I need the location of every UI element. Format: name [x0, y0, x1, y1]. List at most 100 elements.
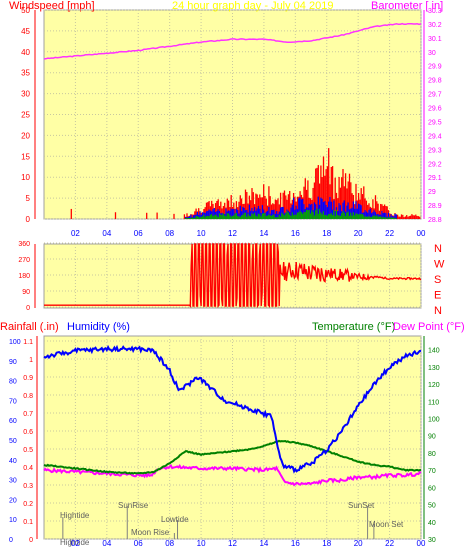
wind-grid — [44, 9, 422, 220]
barometer-tick-label: 29.2 — [428, 161, 442, 168]
temp-axes: 0 0.1 0.2 0.3 0.4 0.5 0.6 0.7 0.8 0.9 1 1.1 0 10 20 30 4… — [9, 336, 440, 548]
temp-tick-label: 120 — [428, 382, 440, 389]
rain-tick-label: 0.6 — [23, 429, 33, 436]
wind-tick-label: 20 — [21, 131, 30, 140]
hightide-label: Hightide — [60, 511, 90, 520]
temp-tick-label: 130 — [428, 365, 440, 372]
wind-x-tick-label: 14 — [259, 229, 268, 238]
temp-x-tick-label: 14 — [259, 539, 268, 548]
humidity-tick-label: 0 — [9, 537, 13, 544]
temp-tick-label: 60 — [428, 485, 436, 492]
barometer-tick-label: 28.8 — [428, 217, 442, 224]
humidity-tick-label: 20 — [9, 497, 17, 504]
wind-tick-label: 0 — [26, 215, 31, 224]
wind-tick-label: 30 — [21, 90, 30, 99]
temp-x-tick-label: 12 — [228, 539, 237, 548]
wind-x-tick-label: 16 — [291, 229, 300, 238]
wind-x-tick-label: 00 — [417, 229, 426, 238]
temp-x-tick-label: 10 — [197, 539, 206, 548]
temp-x-tick-label: 16 — [291, 539, 300, 548]
wind-x-tick-label: 08 — [165, 229, 174, 238]
moonset-label: Moon Set — [369, 520, 404, 529]
temp-x-tick-label: 06 — [134, 539, 143, 548]
temp-x-tick-label: 08 — [165, 539, 174, 548]
barometer-line — [43, 22, 422, 60]
temperature-axis-title: Temperature (°F) — [312, 321, 395, 333]
wind-x-tick-label: 06 — [134, 229, 143, 238]
barometer-tick-label: 29.5 — [428, 119, 442, 126]
dir-tick-label: 360 — [18, 241, 30, 248]
temp-tick-label: 50 — [428, 503, 436, 510]
wind-x-tick-label: 22 — [385, 229, 394, 238]
rain-tick-label: 0.8 — [23, 393, 33, 400]
temp-tick-label: 100 — [428, 416, 440, 423]
lowtide-label: Lowtide — [161, 515, 189, 524]
wind-x-tick-label: 18 — [322, 229, 331, 238]
temp-tick-label: 70 — [428, 468, 436, 475]
dewpoint-axis-title: Dew Point (°F) — [393, 321, 465, 333]
direction-series — [44, 243, 421, 309]
barometer-tick-label: 29.9 — [428, 64, 442, 71]
hightide-label-2: Hightide — [60, 538, 90, 547]
astro-annotations: Hightide SunRise Lowtide Moon Rise SunSet Moo… — [60, 501, 404, 547]
barometer-tick-label: 29.6 — [428, 106, 442, 113]
rain-tick-label: 0.7 — [23, 411, 33, 418]
wind-x-tick-label: 04 — [102, 229, 111, 238]
compass-label: N — [434, 305, 442, 317]
dir-tick-label: 90 — [22, 289, 30, 296]
humidity-tick-label: 80 — [9, 379, 17, 386]
rain-tick-label: 1.1 — [23, 339, 33, 346]
humidity-tick-label: 70 — [9, 398, 17, 405]
wind-x-tick-label: 12 — [228, 229, 237, 238]
wind-series — [43, 22, 422, 219]
humidity-tick-label: 30 — [9, 478, 17, 485]
temp-tick-label: 110 — [428, 399, 439, 406]
barometer-tick-label: 30.1 — [428, 36, 442, 43]
barometer-tick-label: 29.7 — [428, 92, 442, 99]
moonrise-label: Moon Rise — [131, 528, 170, 537]
temp-tick-label: 40 — [428, 520, 436, 527]
temp-series — [43, 344, 422, 487]
sunset-label: SunSet — [348, 501, 375, 510]
humidity-tick-label: 100 — [9, 339, 21, 346]
wind-direction-line — [44, 243, 421, 309]
rain-tick-label: 0.1 — [23, 519, 33, 526]
temp-x-tick-label: 04 — [102, 539, 111, 548]
humidity-tick-label: 40 — [9, 458, 17, 465]
humidity-tick-label: 50 — [9, 438, 17, 445]
temp-tick-label: 140 — [428, 348, 440, 355]
temp-tick-label: 90 — [428, 434, 436, 441]
wind-axis-title: Windspeed [mph] — [9, 0, 95, 12]
rain-tick-label: 0 — [29, 537, 33, 544]
temp-x-tick-label: 22 — [385, 539, 394, 548]
humidity-tick-label: 10 — [9, 517, 17, 524]
barometer-axis-title: Barometer [ in] — [371, 0, 443, 12]
wind-axes: 0 5 10 15 20 25 30 35 40 45 50 28.8 28.9 29 29.1 29.2 29… — [21, 6, 442, 238]
humidity-axis-title: Humidity (%) — [67, 321, 130, 333]
wind-tick-label: 50 — [21, 6, 30, 15]
barometer-tick-label: 30 — [428, 50, 436, 57]
temp-x-tick-label: 18 — [322, 539, 331, 548]
compass-label: E — [434, 290, 441, 302]
humidity-line — [43, 344, 422, 474]
humidity-tick-label: 90 — [9, 359, 17, 366]
wind-tick-label: 10 — [21, 173, 30, 182]
wind-x-tick-label: 02 — [71, 229, 80, 238]
barometer-tick-label: 29 — [428, 189, 436, 196]
temp-tick-label: 30 — [428, 537, 436, 544]
compass-label: N — [434, 243, 442, 255]
barometer-tick-label: 29.1 — [428, 175, 442, 182]
humidity-tick-label: 60 — [9, 418, 17, 425]
rain-tick-label: 0.5 — [23, 447, 33, 454]
dir-tick-label: 180 — [18, 273, 30, 280]
rain-tick-label: 1 — [29, 357, 33, 364]
barometer-tick-label: 29.4 — [428, 133, 442, 140]
wind-tick-label: 25 — [21, 111, 30, 120]
barometer-tick-label: 29.8 — [428, 78, 442, 85]
compass-label: S — [434, 274, 441, 286]
dir-tick-label: 270 — [18, 257, 30, 264]
temperature-line — [43, 439, 422, 475]
dir-tick-label: 0 — [26, 305, 30, 312]
